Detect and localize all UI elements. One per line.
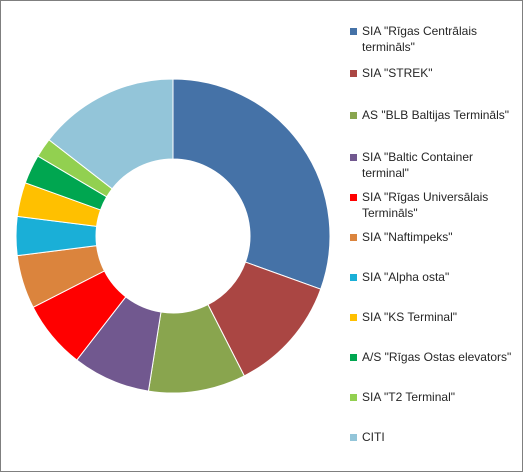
legend-swatch xyxy=(350,274,357,281)
legend-swatch xyxy=(350,28,357,35)
legend-swatch xyxy=(350,314,357,321)
legend-label: SIA "Baltic Container terminal" xyxy=(362,150,473,180)
legend-swatch xyxy=(350,354,357,361)
legend-swatch xyxy=(350,434,357,441)
legend-swatch xyxy=(350,194,357,201)
legend-label: AS "BLB Baltijas Termināls" xyxy=(362,108,510,122)
legend-label: SIA "Rīgas Universālais Termināls" xyxy=(362,190,489,220)
legend-swatch xyxy=(350,70,357,77)
legend-label: CITI xyxy=(362,430,385,444)
legend-swatch xyxy=(350,154,357,161)
legend-label: SIA "T2 Terminal" xyxy=(362,390,455,404)
donut-slice xyxy=(48,78,174,190)
legend-label: SIA "Alpha osta" xyxy=(362,270,450,284)
legend-label: SIA "Rīgas Centrālais termināls" xyxy=(362,24,477,54)
donut-slice xyxy=(172,78,331,290)
legend-label: SIA "Naftimpeks" xyxy=(362,230,453,244)
legend-label: SIA "STREK" xyxy=(362,66,433,80)
legend-swatch xyxy=(350,234,357,241)
legend-label: A/S "Rīgas Ostas elevators" xyxy=(362,350,512,364)
legend-label: SIA "KS Terminal" xyxy=(362,310,458,324)
legend-swatch xyxy=(350,112,357,119)
legend-swatch xyxy=(350,394,357,401)
